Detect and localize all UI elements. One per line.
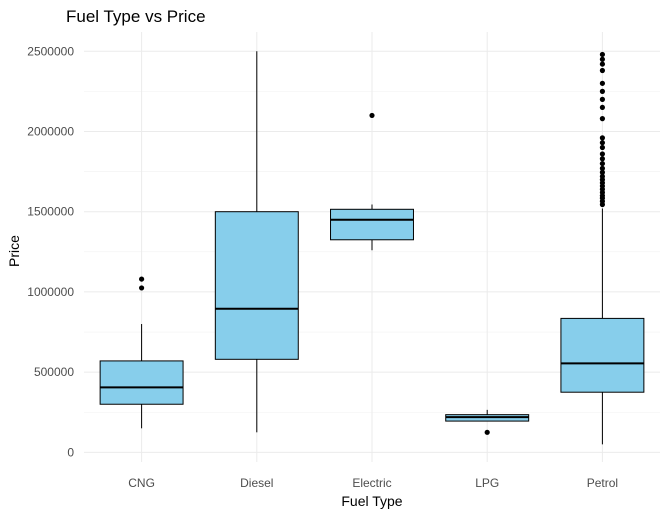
x-tick-label: Petrol xyxy=(587,476,618,490)
y-tick-label: 0 xyxy=(67,445,74,459)
y-tick-label: 2000000 xyxy=(27,124,74,138)
x-axis-ticks: CNG Diesel Electric LPG Petrol xyxy=(128,476,618,490)
outlier-point xyxy=(599,156,606,162)
y-tick-label: 2500000 xyxy=(27,44,74,58)
outlier-point xyxy=(599,165,606,171)
box-electric xyxy=(330,112,414,251)
outlier-point xyxy=(599,96,606,102)
outlier-point xyxy=(139,285,145,291)
x-axis-title: Fuel Type xyxy=(341,493,402,509)
outlier-point xyxy=(599,88,606,94)
outlier-point xyxy=(599,173,606,180)
outlier-point xyxy=(139,276,145,282)
boxes xyxy=(99,51,645,445)
box-cng xyxy=(99,276,184,429)
x-tick-label: Diesel xyxy=(240,476,273,490)
y-tick-label: 1000000 xyxy=(27,285,74,299)
box-lpg xyxy=(445,409,530,435)
y-axis-ticks: 0 500000 1000000 1500000 2000000 2500000 xyxy=(27,44,74,459)
chart-title: Fuel Type vs Price xyxy=(66,7,206,26)
y-tick-label: 500000 xyxy=(34,365,74,379)
y-tick-label: 1500000 xyxy=(27,205,74,219)
outlier-point xyxy=(599,151,606,157)
box-diesel xyxy=(214,51,299,433)
outlier-point xyxy=(599,51,606,58)
box-petrol xyxy=(560,51,645,445)
outlier-point xyxy=(484,429,490,435)
iqr-box xyxy=(99,360,184,405)
outlier-point xyxy=(599,56,606,62)
iqr-box xyxy=(560,317,645,393)
outlier-point xyxy=(369,112,375,119)
y-axis-title: Price xyxy=(6,235,22,267)
x-tick-label: LPG xyxy=(475,476,499,490)
iqr-box xyxy=(214,211,299,360)
outlier-point xyxy=(599,104,606,111)
outlier-point xyxy=(599,160,606,167)
outlier-point xyxy=(599,67,606,74)
outlier-point xyxy=(599,140,606,146)
x-tick-label: Electric xyxy=(352,476,391,490)
outlier-point xyxy=(599,61,606,67)
outlier-point xyxy=(599,144,606,151)
outlier-point xyxy=(599,80,606,86)
x-tick-label: CNG xyxy=(128,476,155,490)
outlier-point xyxy=(599,116,606,122)
outlier-point xyxy=(599,169,606,175)
iqr-box xyxy=(330,208,414,241)
outlier-point xyxy=(599,135,606,141)
